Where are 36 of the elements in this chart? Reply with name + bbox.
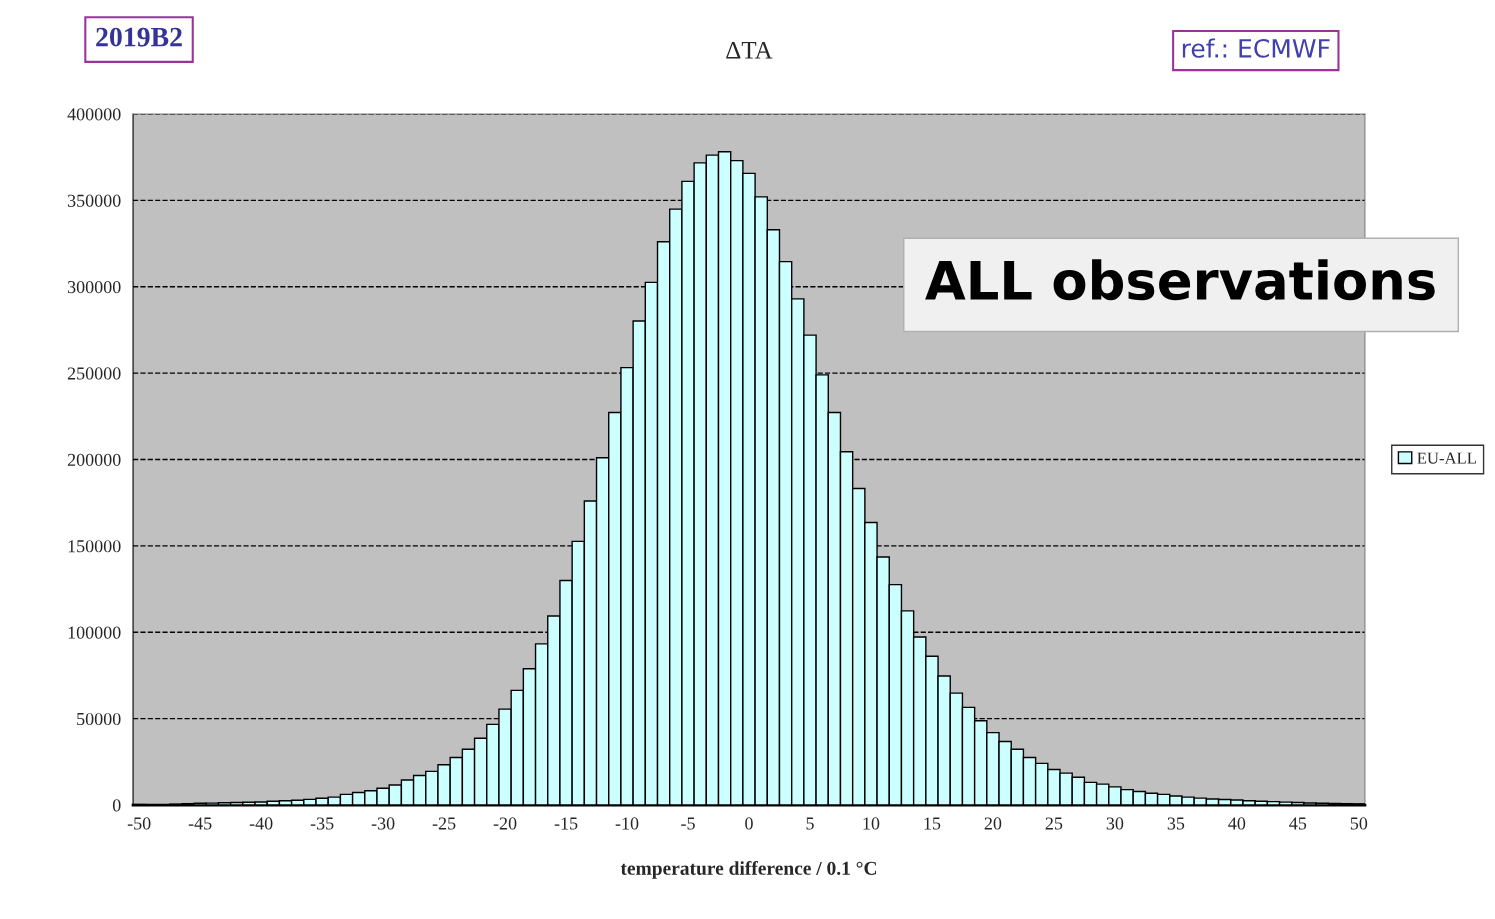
x-tick-label: -50 bbox=[127, 817, 151, 830]
x-axis-title: temperature difference / 0.1 °C bbox=[620, 861, 877, 879]
y-tick-label: 50000 bbox=[77, 712, 121, 726]
x-tick-label: 15 bbox=[924, 817, 941, 830]
x-tick-label: 5 bbox=[806, 817, 814, 830]
x-tick-label: 50 bbox=[1350, 817, 1368, 830]
x-tick-label: -45 bbox=[188, 817, 212, 830]
text: ref.: ECMWF bbox=[1182, 38, 1330, 58]
y-tick-label: 350000 bbox=[67, 194, 121, 207]
legend-label: EU-ALL bbox=[1417, 452, 1476, 464]
x-tick-label: -10 bbox=[615, 817, 639, 830]
chart-title: ΔTA bbox=[726, 41, 773, 59]
x-tick-label: -20 bbox=[493, 817, 517, 830]
y-tick-label: 150000 bbox=[68, 540, 121, 553]
y-tick-label: 400000 bbox=[67, 108, 121, 121]
x-tick-label: 40 bbox=[1228, 817, 1246, 830]
x-tick-label: 0 bbox=[745, 817, 753, 830]
x-tick-label: 30 bbox=[1106, 817, 1124, 830]
x-tick-label: -5 bbox=[681, 817, 695, 830]
y-tick-label: 200000 bbox=[67, 453, 121, 466]
x-tick-label: -35 bbox=[310, 817, 334, 830]
x-tick-label: 25 bbox=[1045, 817, 1063, 830]
y-tick-label: 250000 bbox=[67, 367, 121, 380]
x-tick-label: 10 bbox=[863, 817, 880, 830]
x-tick-label: -25 bbox=[432, 817, 456, 830]
x-tick-label: 45 bbox=[1289, 817, 1307, 830]
x-tick-label: -15 bbox=[554, 817, 578, 830]
x-tick-label: 35 bbox=[1167, 817, 1185, 830]
y-tick-label: 100000 bbox=[68, 626, 121, 639]
y-tick-label: 300000 bbox=[67, 280, 121, 294]
x-tick-label: 20 bbox=[984, 817, 1002, 830]
annotation: ALL observations bbox=[925, 259, 1435, 301]
x-tick-label: -40 bbox=[249, 817, 273, 830]
x-tick-label: -30 bbox=[371, 817, 395, 830]
y-tick-label: 0 bbox=[112, 799, 121, 812]
text: 2019B2 bbox=[96, 27, 182, 47]
